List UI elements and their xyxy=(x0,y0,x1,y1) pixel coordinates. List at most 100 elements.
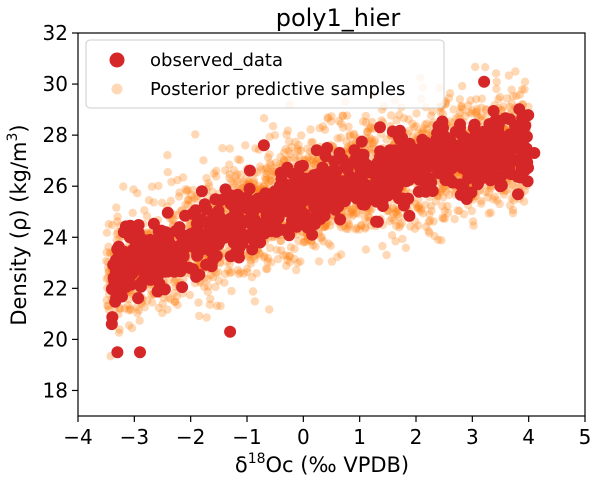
y-axis-label-end: ) xyxy=(7,124,31,132)
posterior-sample-point xyxy=(324,113,333,122)
posterior-sample-point xyxy=(473,111,482,120)
posterior-sample-point xyxy=(170,297,179,306)
observed-data-point xyxy=(209,237,222,250)
observed-data-point xyxy=(276,204,289,217)
posterior-sample-point xyxy=(134,306,143,315)
observed-data-point xyxy=(204,226,217,239)
observed-data-point xyxy=(341,163,354,176)
posterior-sample-point xyxy=(437,236,446,245)
posterior-sample-point xyxy=(490,192,500,201)
posterior-sample-point xyxy=(166,196,175,206)
posterior-sample-point xyxy=(349,129,359,139)
posterior-sample-point xyxy=(266,160,276,170)
posterior-sample-point xyxy=(401,185,411,195)
posterior-sample-point xyxy=(368,139,377,148)
posterior-sample-point xyxy=(163,151,172,160)
observed-data-point xyxy=(482,171,495,184)
x-tick-label: −4 xyxy=(63,425,92,449)
observed-data-point xyxy=(190,270,203,283)
observed-data-point xyxy=(196,236,209,249)
posterior-sample-point xyxy=(140,206,149,215)
posterior-sample-point xyxy=(391,237,400,246)
posterior-sample-point xyxy=(255,162,265,171)
posterior-sample-point xyxy=(396,220,405,230)
posterior-sample-point xyxy=(290,244,299,253)
posterior-sample-point xyxy=(420,120,430,129)
posterior-sample-point xyxy=(157,198,167,207)
posterior-sample-point xyxy=(308,240,317,250)
posterior-sample-point xyxy=(170,289,179,298)
posterior-sample-point xyxy=(411,199,420,208)
posterior-sample-point xyxy=(320,125,330,134)
posterior-sample-point xyxy=(378,241,387,251)
posterior-sample-point xyxy=(333,252,342,262)
posterior-sample-point xyxy=(453,206,462,215)
posterior-sample-point xyxy=(225,169,234,179)
observed-data-point xyxy=(270,225,283,238)
posterior-sample-point xyxy=(184,195,193,204)
posterior-sample-point xyxy=(251,144,260,153)
observed-data-point xyxy=(273,180,286,192)
observed-data-point xyxy=(163,243,176,256)
posterior-sample-point xyxy=(422,119,432,128)
posterior-sample-point xyxy=(113,212,122,221)
posterior-sample-point xyxy=(265,158,275,168)
posterior-sample-point xyxy=(430,232,439,241)
y-tick-label: 22 xyxy=(43,276,68,300)
posterior-sample-point xyxy=(390,216,399,225)
posterior-sample-point xyxy=(294,236,303,246)
posterior-sample-point xyxy=(292,265,301,275)
posterior-sample-point xyxy=(466,96,475,105)
observed-data-point xyxy=(254,236,267,249)
observed-data-point xyxy=(437,121,449,134)
posterior-sample-point xyxy=(342,137,351,146)
posterior-sample-point xyxy=(492,77,501,87)
posterior-sample-point xyxy=(309,159,319,168)
posterior-sample-point xyxy=(241,141,250,150)
posterior-sample-point xyxy=(170,297,180,306)
observed-data-point xyxy=(387,174,400,187)
posterior-sample-point xyxy=(357,220,366,230)
posterior-sample-point xyxy=(477,111,486,120)
posterior-sample-point xyxy=(421,200,430,210)
observed-data-point xyxy=(476,163,488,176)
posterior-sample-point xyxy=(127,324,137,333)
observed-data-point xyxy=(132,292,145,305)
posterior-sample-point xyxy=(281,144,290,154)
posterior-sample-point xyxy=(203,287,212,296)
observed-data-point xyxy=(355,135,368,148)
posterior-sample-point xyxy=(204,179,213,188)
posterior-sample-point xyxy=(360,223,370,232)
posterior-sample-point xyxy=(293,258,302,268)
posterior-sample-point xyxy=(233,265,243,275)
x-axis-label-sup: 18 xyxy=(248,451,266,467)
posterior-sample-point xyxy=(507,85,516,94)
posterior-sample-point xyxy=(464,108,474,117)
posterior-sample-point xyxy=(489,195,498,204)
posterior-sample-point xyxy=(283,255,292,265)
posterior-sample-point xyxy=(271,158,280,167)
posterior-sample-point xyxy=(338,111,347,120)
observed-data-point xyxy=(323,166,336,179)
posterior-sample-point xyxy=(426,201,436,211)
observed-data-point xyxy=(495,169,508,182)
posterior-sample-point xyxy=(351,225,360,234)
posterior-sample-point xyxy=(154,181,163,191)
posterior-sample-point xyxy=(173,300,182,309)
posterior-sample-point xyxy=(263,153,273,162)
posterior-sample-point xyxy=(412,203,421,212)
posterior-sample-point xyxy=(345,209,355,219)
observed-data-point xyxy=(134,346,146,359)
legend-observed-label: observed_data xyxy=(150,50,283,71)
observed-data-point xyxy=(117,226,130,239)
posterior-sample-point xyxy=(512,91,521,101)
legend-samples-label: Posterior predictive samples xyxy=(150,79,405,100)
posterior-sample-point xyxy=(181,200,190,209)
observed-data-point xyxy=(170,252,183,265)
posterior-sample-point xyxy=(262,163,272,173)
observed-data-point xyxy=(505,143,518,156)
posterior-sample-point xyxy=(293,144,302,154)
posterior-sample-point xyxy=(497,106,506,115)
observed-data-point xyxy=(191,245,203,258)
posterior-sample-point xyxy=(232,177,242,186)
